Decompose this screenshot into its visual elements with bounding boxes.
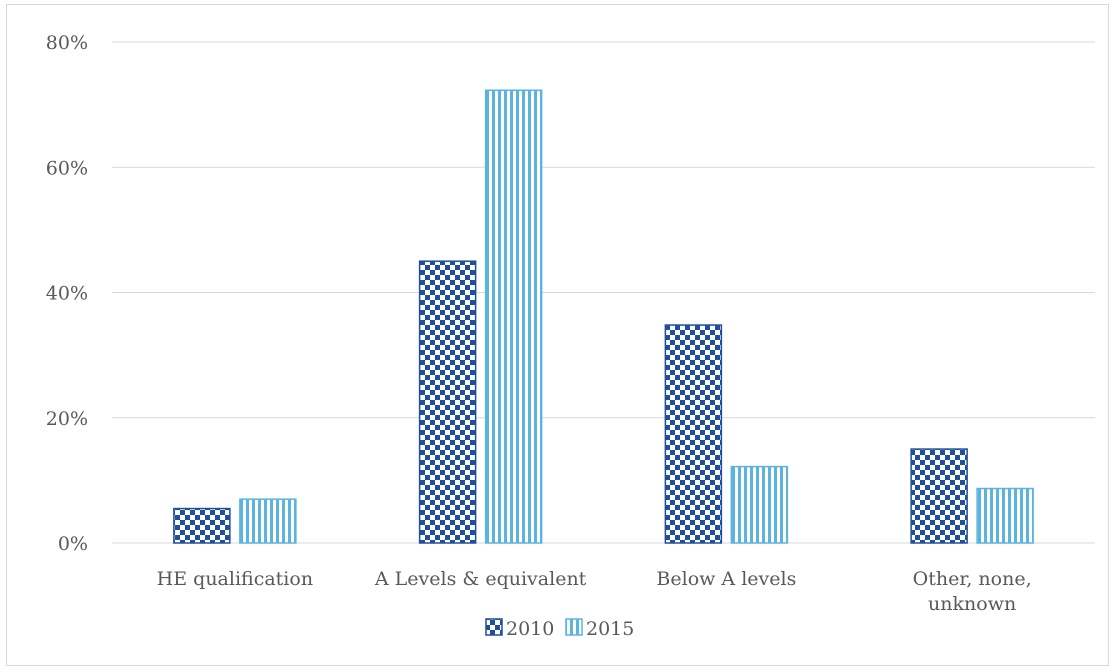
- legend-label: 2010: [506, 618, 554, 640]
- x-tick-label: Other, none, unknown: [913, 568, 1032, 615]
- bars: [173, 89, 1034, 544]
- y-axis: 0% 20% 40% 60% 80%: [46, 32, 88, 555]
- legend-label: 2015: [586, 618, 634, 640]
- bar-2010: [173, 507, 231, 544]
- x-axis: HE qualification A Levels & equivalent Bel…: [157, 568, 1032, 615]
- y-tick-label: 40%: [46, 283, 88, 305]
- x-tick-label: A Levels & equivalent: [374, 568, 587, 590]
- bar-2015: [730, 465, 789, 544]
- x-tick-label: HE qualification: [157, 568, 313, 590]
- bar-2015: [976, 487, 1034, 544]
- y-tick-label: 80%: [46, 32, 88, 54]
- y-tick-label: 60%: [46, 157, 88, 179]
- bar-2010: [418, 260, 477, 544]
- legend-swatch: [565, 618, 583, 636]
- y-tick-label: 20%: [46, 408, 88, 430]
- legend: 2010 2015: [485, 618, 634, 640]
- bar-2015: [239, 498, 297, 544]
- bar-2010: [664, 324, 723, 544]
- y-tick-label: 0%: [58, 533, 88, 555]
- bar-2015: [484, 89, 543, 544]
- chart-frame: [6, 4, 1109, 666]
- x-tick-label: Below A levels: [656, 568, 796, 590]
- legend-swatch: [485, 618, 503, 636]
- bar-2010: [910, 448, 968, 544]
